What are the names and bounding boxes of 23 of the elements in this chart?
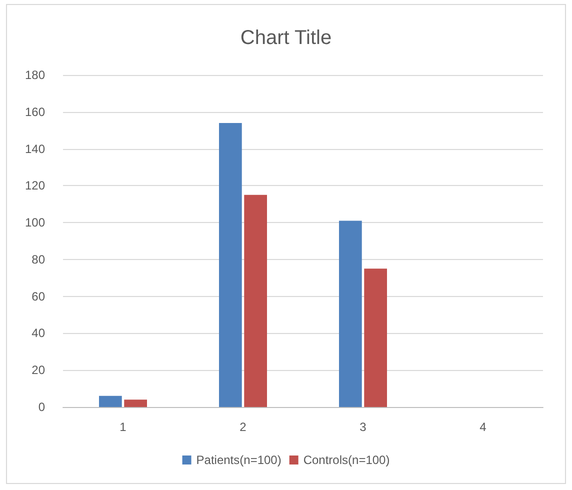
x-tick-label: 3	[360, 420, 367, 434]
y-tick-label: 180	[24, 68, 46, 82]
y-tick-label: 60	[32, 289, 46, 304]
y-tick-label: 160	[24, 104, 46, 119]
x-tick-label: 4	[480, 420, 487, 434]
bar	[339, 220, 362, 407]
bar	[244, 194, 267, 407]
y-tick-label: 100	[24, 216, 46, 230]
bar	[219, 122, 242, 407]
bar	[124, 400, 147, 407]
bar	[364, 268, 387, 407]
x-tick-label: 2	[240, 420, 247, 434]
y-tick-label: 0	[38, 400, 46, 414]
legend-label: Controls(n=100)	[303, 453, 390, 467]
legend-label: Patients(n=100)	[196, 453, 282, 467]
y-tick-label: 20	[32, 363, 46, 378]
y-tick-label: 80	[32, 252, 46, 266]
x-tick-label: 1	[120, 420, 127, 434]
y-tick-label: 140	[24, 142, 46, 156]
y-tick-label: 40	[32, 326, 46, 340]
bar	[99, 396, 122, 407]
chart-title: Chart Title	[240, 27, 332, 49]
y-tick-label: 120	[24, 178, 46, 193]
